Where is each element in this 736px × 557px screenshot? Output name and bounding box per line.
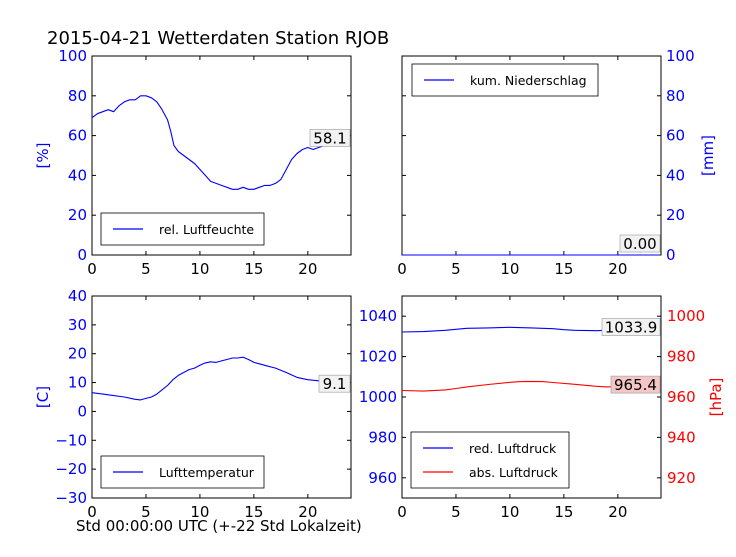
y-tick-label: 40: [666, 166, 685, 184]
y-tick-label: 20: [666, 206, 685, 224]
x-tick-label: 5: [141, 260, 151, 278]
y-right-tick-label: 980: [667, 348, 696, 366]
series-line: [91, 95, 346, 190]
value-annotation: 1033.9: [605, 319, 658, 337]
x-tick-label: 10: [500, 503, 519, 521]
series-line: [401, 380, 659, 392]
y-tick-label: 960: [368, 469, 397, 487]
y-tick-label: 1040: [359, 307, 397, 325]
x-tick-label: 0: [87, 503, 97, 521]
x-tick-label: 20: [298, 503, 317, 521]
x-tick-label: 0: [397, 503, 407, 521]
legend-box: [410, 431, 570, 489]
legend-label: red. Luftdruck: [469, 441, 557, 456]
value-annotation-box: [309, 129, 351, 147]
pressure-panel: 0 5 10 15 20 960 980 1000 1020 1040 920 940 960 980 10…: [359, 295, 725, 521]
precipitation-panel: 0 5 10 15 20 0 20 40 60 80 100 [mm] 0.00 kum. Nieders…: [397, 47, 717, 278]
y-tick-label: 1000: [359, 388, 397, 406]
x-tick-label: 10: [500, 260, 519, 278]
legend-label: Lufttemperatur: [159, 465, 255, 480]
y-tick-label: 100: [58, 47, 87, 65]
y-right-tick-label: 1000: [667, 307, 705, 325]
x-tick-label: 20: [608, 260, 627, 278]
legend-label: abs. Luftdruck: [469, 465, 559, 480]
y-tick-label: 10: [68, 374, 87, 392]
x-tick-label: 0: [87, 260, 97, 278]
y-tick-label: 0: [77, 402, 87, 420]
y-tick-label: 80: [68, 87, 87, 105]
plot-frame: [91, 295, 352, 499]
x-tick-label: 15: [244, 503, 263, 521]
value-annotation-box: [318, 374, 351, 393]
figure-title: 2015-04-21 Wetterdaten Station RJOB: [47, 28, 389, 49]
value-annotation-box: [619, 234, 661, 253]
y-tick-label: −20: [55, 460, 87, 478]
x-axis-label: Std 00:00:00 UTC (+-22 Std Lokalzeit): [76, 517, 362, 535]
x-tick-label: 20: [608, 503, 627, 521]
humidity-panel: 0 5 10 15 20 0 20 40 60 80 100 [%] 58.1 rel. Luftfeuc…: [34, 47, 352, 278]
y-tick-label: 60: [68, 127, 87, 145]
y-tick-label: 40: [68, 287, 87, 305]
plot-frame: [91, 55, 352, 256]
y-tick-label: 20: [68, 206, 87, 224]
legend-label: rel. Luftfeuchte: [159, 222, 254, 237]
y-axis-label: [%]: [34, 143, 52, 169]
x-tick-label: 15: [554, 260, 573, 278]
y-axis-label: [mm]: [699, 135, 717, 176]
y-tick-label: 980: [368, 428, 397, 446]
y-tick-label: 40: [68, 166, 87, 184]
y-tick-label: 0: [77, 246, 87, 264]
temperature-panel: 0 5 10 15 20 −30 −20 −10 0 10 20 30 40 [C] 9.1 Lufttemp…: [34, 287, 352, 521]
value-annotation: 0.00: [623, 235, 656, 253]
x-tick-label: 15: [244, 260, 263, 278]
y-tick-label: 100: [666, 47, 695, 65]
x-tick-label: 10: [190, 503, 209, 521]
x-tick-label: 5: [141, 503, 151, 521]
y-tick-label: 1020: [359, 348, 397, 366]
y-right-tick-label: 920: [667, 469, 696, 487]
value-annotation: 965.4: [614, 376, 657, 394]
value-annotation: 9.1: [323, 375, 347, 393]
x-tick-label: 15: [554, 503, 573, 521]
value-annotation-box: [610, 375, 661, 394]
x-tick-label: 5: [451, 503, 461, 521]
x-tick-label: 0: [397, 260, 407, 278]
y-tick-label: −30: [55, 489, 87, 507]
y-tick-label: 80: [666, 87, 685, 105]
y-tick-label: 20: [68, 345, 87, 363]
x-tick-label: 10: [190, 260, 209, 278]
y-right-tick-label: 960: [667, 388, 696, 406]
y-axis-label: [C]: [34, 386, 52, 408]
y-tick-label: −10: [55, 431, 87, 449]
y-tick-label: 60: [666, 127, 685, 145]
legend-label: kum. Niederschlag: [470, 73, 587, 88]
y-tick-label: 0: [666, 246, 676, 264]
y-tick-label: 30: [68, 316, 87, 334]
value-annotation: 58.1: [313, 129, 346, 147]
value-annotation-box: [601, 318, 661, 336]
x-tick-label: 20: [298, 260, 317, 278]
x-tick-label: 5: [451, 260, 461, 278]
series-line: [91, 356, 349, 401]
y-right-tick-label: 940: [667, 428, 696, 446]
y-right-axis-label: [hPa]: [707, 378, 725, 417]
